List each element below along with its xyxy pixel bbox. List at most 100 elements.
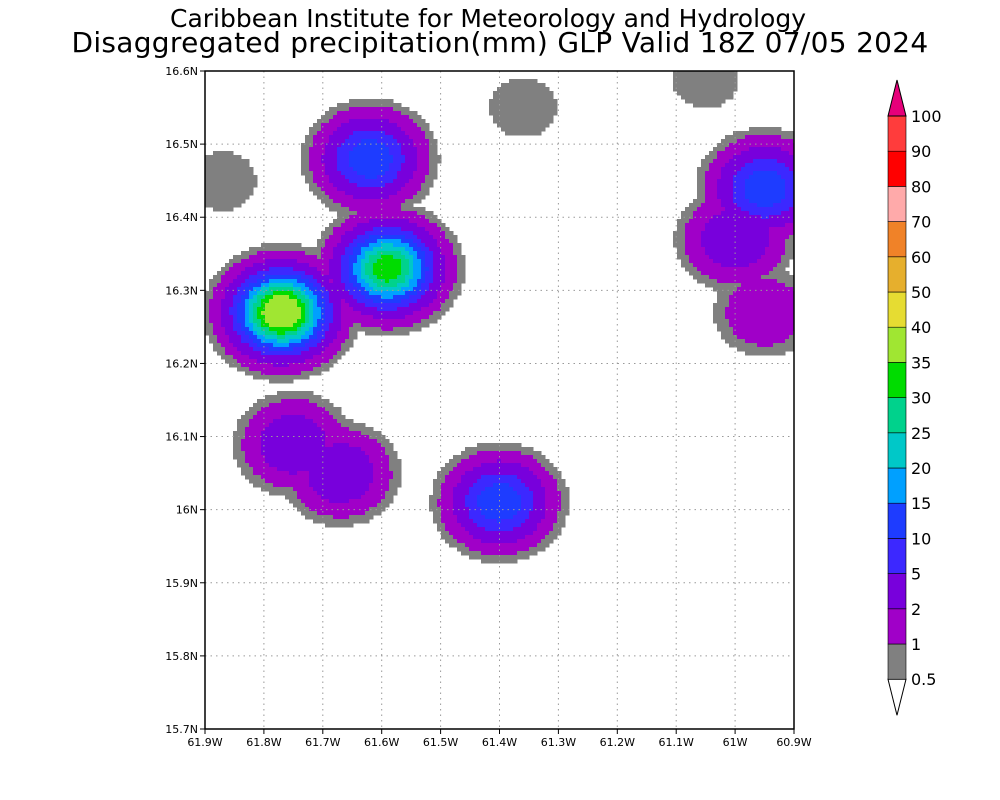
precip-cell	[257, 351, 262, 356]
precip-cell	[737, 259, 742, 264]
precip-cell	[401, 119, 406, 124]
precip-cell	[409, 207, 414, 212]
precip-cell	[785, 167, 790, 172]
precip-cell	[789, 275, 794, 280]
precip-cell	[345, 271, 350, 276]
precip-cell	[281, 355, 286, 360]
precip-cell	[385, 439, 390, 444]
precip-cell	[349, 239, 354, 244]
precip-cell	[765, 239, 770, 244]
precip-cell	[753, 231, 758, 236]
precip-cell	[325, 411, 330, 416]
precip-cell	[373, 247, 378, 252]
precip-cell	[409, 255, 414, 260]
precip-cell	[389, 179, 394, 184]
precip-cell	[337, 175, 342, 180]
precip-cell	[417, 279, 422, 284]
precip-cell	[269, 351, 274, 356]
precip-cell	[329, 175, 334, 180]
precip-cell	[685, 99, 690, 104]
precip-cell	[225, 307, 230, 312]
precip-cell	[725, 187, 730, 192]
precip-cell	[525, 119, 530, 124]
precip-cell	[257, 307, 262, 312]
precip-cell	[237, 343, 242, 348]
precip-cell	[325, 311, 330, 316]
precip-cell	[385, 199, 390, 204]
precip-cell	[345, 187, 350, 192]
precip-cell	[513, 95, 518, 100]
precip-cell	[325, 339, 330, 344]
precip-cell	[749, 235, 754, 240]
precip-cell	[681, 95, 686, 100]
precip-cell	[365, 119, 370, 124]
precip-cell	[265, 283, 270, 288]
precip-cell	[721, 83, 726, 88]
precip-cell	[349, 295, 354, 300]
precip-cell	[765, 167, 770, 172]
precip-cell	[349, 191, 354, 196]
precip-cell	[545, 115, 550, 120]
precip-cell	[301, 431, 306, 436]
precip-cell	[777, 227, 782, 232]
precip-cell	[765, 143, 770, 148]
precip-cell	[289, 363, 294, 368]
precip-cell	[677, 239, 682, 244]
precip-cell	[217, 351, 222, 356]
precip-cell	[749, 143, 754, 148]
precip-cell	[741, 299, 746, 304]
precip-cell	[329, 139, 334, 144]
precip-cell	[293, 287, 298, 292]
precip-cell	[241, 283, 246, 288]
precip-cell	[713, 75, 718, 80]
precip-cell	[285, 431, 290, 436]
precip-cell	[309, 395, 314, 400]
precip-cell	[437, 263, 442, 268]
precip-cell	[381, 315, 386, 320]
precip-cell	[377, 283, 382, 288]
precip-cell	[333, 255, 338, 260]
precip-cell	[705, 239, 710, 244]
precip-cell	[773, 143, 778, 148]
precip-cell	[305, 307, 310, 312]
precip-cell	[785, 203, 790, 208]
precip-cell	[741, 331, 746, 336]
precip-cell	[365, 267, 370, 272]
precip-cell	[433, 215, 438, 220]
precip-cell	[225, 295, 230, 300]
precip-cell	[369, 447, 374, 452]
precip-cell	[393, 135, 398, 140]
precip-cell	[325, 363, 330, 368]
precip-cell	[541, 107, 546, 112]
precip-cell	[341, 211, 346, 216]
precip-cell	[365, 259, 370, 264]
precip-cell	[257, 411, 262, 416]
precip-cell	[241, 451, 246, 456]
precip-cell	[453, 247, 458, 252]
precip-cell	[533, 99, 538, 104]
precip-cell	[541, 111, 546, 116]
precip-cell	[273, 355, 278, 360]
precip-cell	[373, 111, 378, 116]
precip-cell	[389, 447, 394, 452]
precip-cell	[381, 183, 386, 188]
precip-cell	[321, 171, 326, 176]
precip-cell	[321, 347, 326, 352]
precip-cell	[761, 227, 766, 232]
precip-cell	[249, 423, 254, 428]
precip-cell	[385, 143, 390, 148]
precip-cell	[289, 335, 294, 340]
precip-cell	[317, 151, 322, 156]
precip-cell	[781, 171, 786, 176]
precip-cell	[781, 331, 786, 336]
precip-cell	[781, 143, 786, 148]
precip-cell	[785, 323, 790, 328]
precip-cell	[429, 247, 434, 252]
precip-cell	[329, 179, 334, 184]
precip-cell	[297, 427, 302, 432]
precip-cell	[441, 283, 446, 288]
precip-cell	[413, 247, 418, 252]
precip-cell	[277, 255, 282, 260]
precip-cell	[365, 175, 370, 180]
precip-cell	[425, 127, 430, 132]
